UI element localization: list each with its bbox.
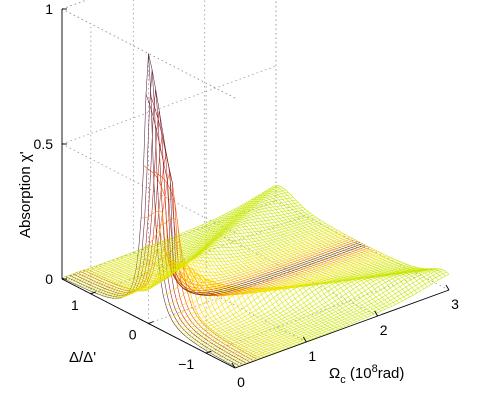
grid-line-z-back-2 — [61, 0, 88, 10]
surface-line-d-61 — [84, 202, 299, 289]
surface-line-d-32 — [155, 218, 370, 296]
surface-line-d-67 — [69, 187, 284, 282]
surface-line-d-28 — [165, 252, 380, 306]
x-tick-2 — [90, 291, 97, 295]
surface-line-d-62 — [81, 199, 296, 288]
z-axis-label: Absorption χ' — [17, 151, 34, 238]
surface-line-d-26 — [170, 254, 385, 319]
surface-line-d-48 — [116, 225, 331, 299]
surface-line-d-43 — [128, 232, 343, 293]
surface-line-d-17 — [192, 264, 408, 343]
x-tick-label-0: −1 — [178, 356, 194, 372]
surface-line-d-34 — [150, 96, 366, 296]
surface-line-d-35 — [148, 53, 363, 295]
surface-line-d-54 — [101, 216, 316, 296]
y-axis-label-sub: c — [340, 374, 346, 386]
y-tick-2 — [374, 310, 379, 317]
surface-line-d-27 — [168, 253, 383, 313]
surface-line-d-36 — [145, 94, 361, 293]
surface-line-d-53 — [103, 218, 319, 297]
y-axis-label-sup: 8 — [372, 363, 378, 375]
surface-line-d-6 — [220, 268, 435, 359]
surface-line-d-57 — [94, 211, 309, 293]
grid-line-z-back-1 — [61, 65, 277, 145]
x-tick-0 — [205, 350, 212, 354]
y-tick-label-3: 3 — [451, 296, 459, 312]
grid-box-top-back — [61, 0, 88, 10]
surface-line-d-7 — [217, 268, 432, 358]
y-axis-line — [234, 289, 450, 369]
chart-axes — [61, 8, 450, 369]
surface-line-d-38 — [141, 210, 356, 289]
y-tick-0 — [231, 362, 236, 369]
surface-line-d-63 — [79, 197, 294, 287]
surface-line-d-66 — [71, 189, 286, 283]
y-tick-label-1: 1 — [308, 348, 316, 364]
y-axis-label: Ωc (108rad) — [329, 363, 404, 386]
surface-line-d-13 — [202, 267, 417, 349]
surface-line-d-55 — [99, 214, 314, 295]
tick-labels: 0 0.5 1 −1 0 1 0 1 2 3 — [34, 1, 460, 390]
surface-line-d-49 — [113, 224, 328, 299]
surface-line-d-70 — [61, 184, 277, 279]
surface-line-d-51 — [108, 221, 324, 298]
y-tick-label-0: 0 — [237, 374, 245, 390]
y-tick-label-2: 2 — [380, 322, 388, 338]
surface-line-d-41 — [133, 235, 348, 281]
surface-line-d-4 — [225, 268, 440, 362]
y-axis-label-close: rad) — [378, 365, 405, 382]
surface-line-d-56 — [96, 213, 311, 294]
surface-mesh — [61, 53, 450, 368]
grid-box-top-left — [61, 8, 236, 99]
surface-line-d-24 — [175, 256, 390, 327]
surface-line-d-60 — [86, 204, 301, 290]
x-tick-1 — [148, 321, 154, 324]
surface-line-d-52 — [106, 219, 321, 298]
surface-line-d-18 — [190, 263, 405, 341]
surface-line-d-58 — [91, 209, 306, 292]
surface-line-d-59 — [89, 206, 304, 291]
surface-line-d-20 — [185, 261, 400, 337]
surface-line-d-14 — [200, 266, 415, 348]
surface-line-d-47 — [118, 227, 333, 299]
surface-line-d-21 — [183, 260, 398, 335]
surface-line-d-2 — [230, 270, 445, 365]
surface-line-d-5 — [222, 268, 437, 361]
surface-line-d-25 — [173, 255, 388, 323]
surface-line-d-64 — [76, 194, 291, 286]
y-tick-1 — [302, 336, 307, 343]
x-tick-label-1: 0 — [129, 327, 137, 343]
x-axis-label: Δ/Δ' — [69, 349, 96, 366]
surface-line-d-33 — [153, 170, 368, 296]
surface-line-d-3 — [227, 269, 442, 364]
y-tick-3 — [445, 284, 450, 291]
chart-grid — [61, 0, 450, 369]
surface-line-d-0 — [234, 273, 450, 368]
surface-line-d-37 — [143, 165, 358, 291]
surface-line-d-29 — [163, 250, 378, 296]
x-tick-label-2: 1 — [71, 297, 79, 313]
surface-line-d-8 — [215, 268, 430, 357]
z-tick-label-2: 1 — [45, 1, 53, 17]
surface-line-d-9 — [212, 268, 427, 355]
surface-line-w-59 — [272, 186, 446, 277]
surface-line-w-5 — [79, 153, 253, 361]
z-tick-label-0: 0 — [45, 271, 53, 287]
y-axis-label-open: (10 — [346, 365, 372, 382]
surface-line-d-1 — [232, 271, 447, 366]
surface-line-d-42 — [131, 234, 346, 288]
z-tick-label-1: 0.5 — [34, 136, 54, 152]
surface-line-d-68 — [66, 186, 282, 281]
surface-line-d-15 — [197, 265, 412, 346]
y-axis-label-symbol: Ω — [329, 365, 340, 382]
surface-line-d-50 — [111, 222, 326, 299]
surface-line-d-16 — [195, 264, 410, 344]
surface-line-d-65 — [74, 192, 289, 284]
surface-line-d-30 — [160, 249, 375, 296]
surface-line-d-69 — [64, 185, 279, 280]
